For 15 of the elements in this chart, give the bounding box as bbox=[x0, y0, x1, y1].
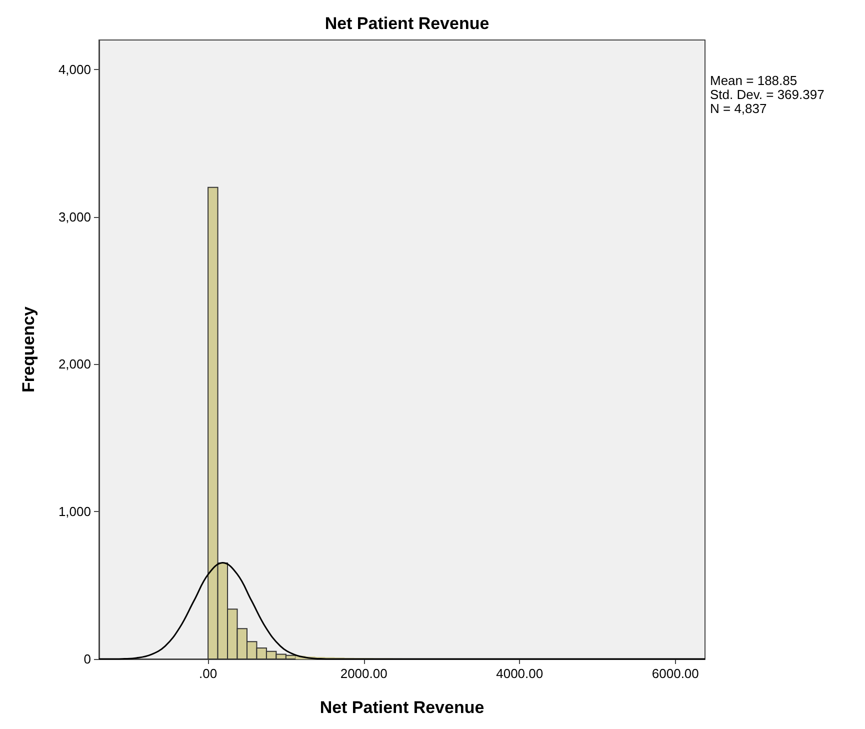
y-tick-label: 4,000 bbox=[58, 62, 91, 77]
text: N = 4,837 bbox=[710, 101, 767, 116]
y-axis-title: Frequency bbox=[19, 306, 38, 392]
x-tick-label: 4000.00 bbox=[496, 666, 544, 681]
x-tick-label: .00 bbox=[199, 666, 218, 681]
x-tick-label: 6000.00 bbox=[652, 666, 699, 681]
y-tick-label: 1,000 bbox=[58, 504, 91, 520]
y-tick-label: 3,000 bbox=[58, 209, 91, 224]
y-tick-label: 0 bbox=[84, 652, 91, 666]
x-tick-label: 2000.00 bbox=[340, 666, 388, 681]
text: Std. Dev. = 369.397 bbox=[710, 87, 824, 102]
x-axis-title: Net Patient Revenue bbox=[320, 698, 484, 717]
chart-title: Net Patient Revenue bbox=[324, 14, 490, 33]
text: Mean = 188.85 bbox=[710, 73, 798, 88]
y-tick-label: 2,000 bbox=[58, 356, 91, 372]
